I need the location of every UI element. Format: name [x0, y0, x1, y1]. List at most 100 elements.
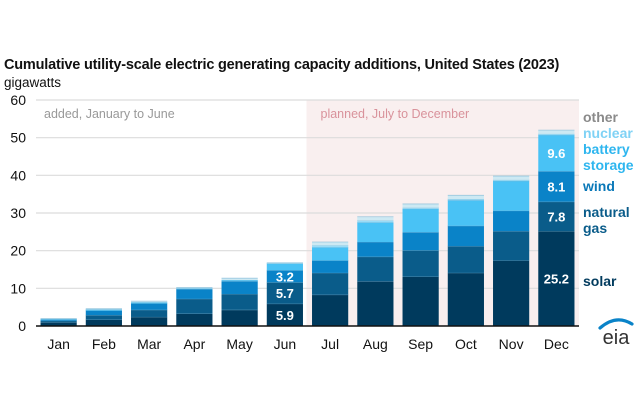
bar-segment-natural-gas-feb — [85, 315, 122, 320]
x-tick-label: Aug — [363, 336, 388, 352]
y-tick-label: 20 — [10, 243, 26, 259]
bar-segment-battery-storage-jun — [266, 263, 303, 271]
y-tick-label: 50 — [10, 130, 26, 146]
bar-segment-nuclear-nov — [493, 179, 530, 181]
bar-segment-natural-gas-nov — [493, 231, 530, 261]
annotation-planned: planned, July to December — [321, 107, 470, 121]
bar-segment-nuclear-dec — [538, 133, 575, 136]
data-label: 5.7 — [276, 286, 294, 301]
bar-segment-solar-aug — [357, 281, 394, 326]
y-tick-label: 10 — [10, 280, 26, 296]
data-label: 5.9 — [276, 308, 294, 323]
legend-entry: battery — [583, 141, 630, 157]
legend-entry: other — [583, 109, 619, 125]
bar-segment-solar-feb — [85, 319, 122, 326]
y-tick-label: 60 — [10, 92, 26, 108]
data-label: 25.2 — [544, 272, 569, 287]
x-tick-label: Nov — [499, 336, 524, 352]
data-label: 8.1 — [547, 179, 565, 194]
x-tick-label: Dec — [544, 336, 569, 352]
bar-segment-natural-gas-jan — [40, 320, 77, 323]
bar-segment-battery-storage-may — [221, 280, 258, 282]
legend-entry: wind — [582, 178, 615, 194]
bar-segment-solar-jul — [312, 294, 349, 326]
bar-segment-solar-mar — [131, 316, 168, 326]
bar-segment-battery-storage-mar — [131, 302, 168, 304]
legend-entry: storage — [583, 157, 634, 173]
bar-segment-natural-gas-jun — [266, 282, 303, 304]
bar-segment-wind-aug — [357, 242, 394, 257]
bar-segment-natural-gas-aug — [357, 256, 394, 282]
bar-segment-other-dec — [538, 130, 575, 134]
x-tick-label: Jan — [47, 336, 70, 352]
bar-segment-wind-jun — [266, 270, 303, 283]
eia-logo-text: eia — [603, 327, 631, 348]
x-tick-label: Jun — [274, 336, 297, 352]
bar-segment-wind-jan — [40, 319, 77, 321]
y-axis-unit: gigawatts — [4, 75, 62, 90]
bar-segment-other-oct — [447, 195, 484, 200]
bar-segment-other-may — [221, 278, 258, 281]
eia-logo-icon: eia — [598, 318, 634, 348]
bar-segment-nuclear-sep — [402, 207, 439, 209]
bar-segment-natural-gas-may — [221, 293, 258, 310]
bar-segment-natural-gas-dec — [538, 201, 575, 232]
legend-entry: nuclear — [583, 125, 633, 141]
bar-segment-other-mar — [131, 301, 168, 303]
bar-segment-nuclear-jul — [312, 245, 349, 248]
bar-segment-other-aug — [357, 216, 394, 221]
bar-segment-battery-storage-dec — [538, 135, 575, 172]
bar-segment-natural-gas-sep — [402, 250, 439, 277]
bar-segment-natural-gas-apr — [176, 298, 213, 314]
legend-entry: gas — [583, 220, 607, 236]
x-tick-label: Apr — [183, 336, 205, 352]
bar-segment-battery-storage-oct — [447, 200, 484, 226]
data-label: 9.6 — [547, 146, 565, 161]
bar-segment-wind-feb — [85, 310, 122, 316]
bar-segment-natural-gas-oct — [447, 246, 484, 273]
bar-segment-natural-gas-mar — [131, 309, 168, 317]
bar-segment-solar-oct — [447, 272, 484, 326]
bar-segment-battery-storage-jul — [312, 247, 349, 261]
bar-segment-wind-jul — [312, 260, 349, 273]
bar-segment-wind-dec — [538, 171, 575, 202]
y-tick-label: 30 — [10, 205, 26, 221]
bar-segment-solar-nov — [493, 260, 530, 326]
x-tick-label: Jul — [321, 336, 339, 352]
bar-segment-wind-apr — [176, 289, 213, 299]
chart-title: Cumulative utility-scale electric genera… — [4, 57, 560, 73]
bar-segment-wind-oct — [447, 225, 484, 247]
x-tick-label: May — [226, 336, 252, 352]
y-tick-label: 40 — [10, 167, 26, 183]
bar-segment-solar-jun — [266, 303, 303, 326]
bar-segment-wind-nov — [493, 210, 530, 232]
y-tick-label: 0 — [18, 318, 26, 334]
bar-segment-solar-apr — [176, 313, 213, 326]
bar-segment-solar-may — [221, 309, 258, 326]
bar-segment-wind-mar — [131, 303, 168, 310]
data-label: 3.2 — [276, 269, 294, 284]
x-tick-label: Mar — [137, 336, 161, 352]
data-label: 7.8 — [547, 209, 565, 224]
bar-segment-solar-dec — [538, 231, 575, 326]
bar-segment-nuclear-aug — [357, 220, 394, 223]
bar-segment-nuclear-oct — [447, 199, 484, 201]
bar-segment-battery-storage-feb — [85, 309, 122, 311]
bar-segment-battery-storage-sep — [402, 208, 439, 233]
x-tick-label: Oct — [455, 336, 477, 352]
bar-segment-other-sep — [402, 203, 439, 208]
x-tick-label: Feb — [92, 336, 116, 352]
annotation-added: added, January to June — [44, 107, 175, 121]
x-tick-label: Sep — [408, 336, 433, 352]
bar-segment-wind-may — [221, 281, 258, 294]
bar-segment-other-jul — [312, 242, 349, 246]
bar-segment-other-nov — [493, 176, 530, 180]
bar-segment-natural-gas-jul — [312, 272, 349, 295]
legend-entry: solar — [583, 273, 617, 289]
bar-segment-wind-sep — [402, 232, 439, 251]
bar-segment-solar-jan — [40, 322, 77, 326]
bar-segment-battery-storage-aug — [357, 222, 394, 243]
bar-segment-solar-sep — [402, 276, 439, 326]
legend-entry: natural — [583, 204, 630, 220]
